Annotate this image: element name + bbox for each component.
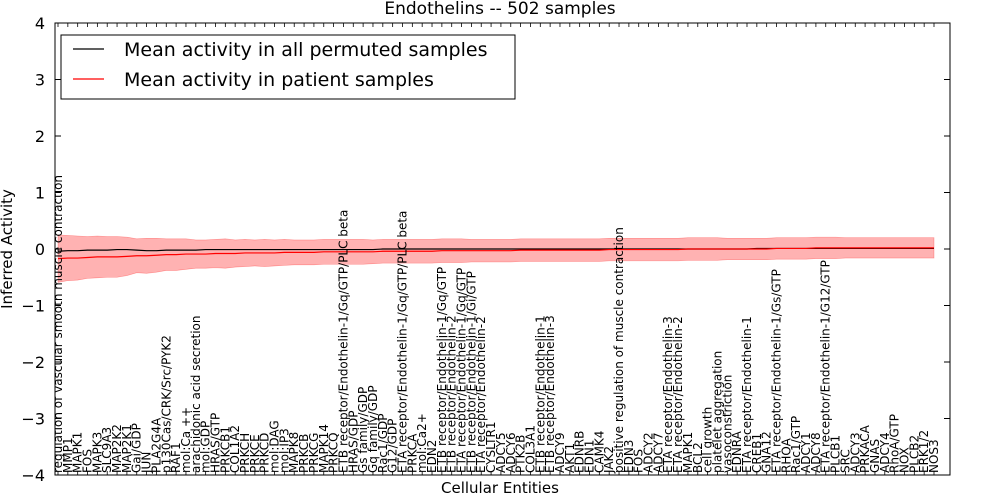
legend-label-patient: Mean activity in patient samples [124,69,434,91]
y-tick-label: −4 [21,466,45,485]
y-tick-label: 2 [35,127,45,146]
patient-std-band [58,235,934,282]
band-layer [58,235,934,282]
x-tick-label: NOS3 [927,439,941,473]
chart-title: Endothelins -- 502 samples [384,0,615,19]
chart: Endothelins -- 502 samples regulation of… [0,0,1000,500]
y-tick-label: −1 [21,297,45,316]
y-tick-label: 4 [35,14,45,33]
y-tick-label: 0 [35,240,45,259]
x-tick-label-layer: regulation of vascular smooth muscle con… [51,175,941,474]
y-tick-label: −3 [21,410,45,429]
x-axis-label: Cellular Entities [441,479,559,497]
x-tick-label: positive regulation of muscle contractio… [612,227,626,473]
x-tick-label: regulation of vascular smooth muscle con… [51,175,65,473]
y-tick-label: 1 [35,184,45,203]
legend-label-permuted: Mean activity in all permuted samples [124,39,487,61]
legend: Mean activity in all permuted samples Me… [61,35,515,99]
y-axis-label: Inferred Activity [0,189,16,309]
y-tick-label: −2 [21,353,45,372]
y-tick-label: 3 [35,71,45,90]
